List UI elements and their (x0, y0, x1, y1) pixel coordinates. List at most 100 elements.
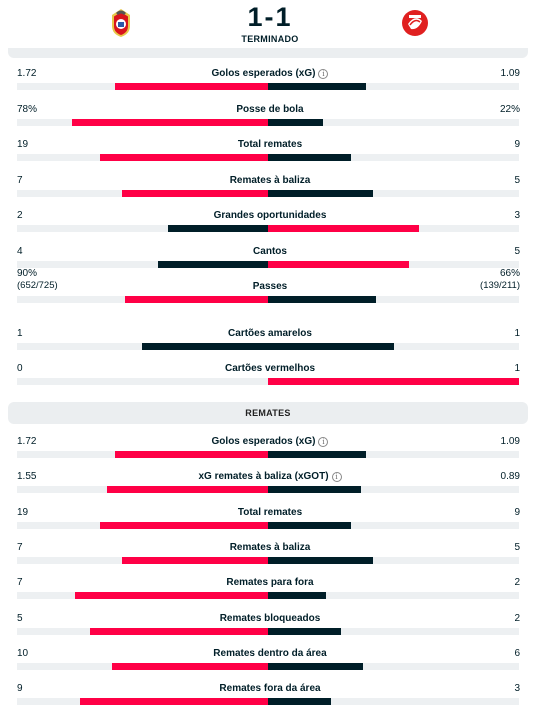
home-bar-track (17, 698, 268, 705)
home-bar (107, 486, 268, 493)
benfica-crest-icon[interactable] (106, 8, 136, 38)
home-bar-track (17, 154, 268, 161)
home-bar (100, 522, 268, 529)
away-value: 66% (139/211) (480, 268, 520, 292)
home-bar (142, 343, 268, 350)
away-value: 2 (514, 577, 520, 589)
home-bar (115, 83, 268, 90)
home-bar-track (17, 628, 268, 635)
away-bar (268, 378, 519, 385)
stat-label-text: Cartões vermelhos (224, 363, 316, 374)
stat-label: Remates dentro da área (120, 648, 420, 660)
home-bar-track (17, 296, 268, 303)
away-value: 5 (514, 542, 520, 554)
stat-label-text: Cartões amarelos (228, 328, 312, 339)
away-bar-track (268, 663, 519, 670)
home-bar (125, 296, 268, 303)
away-stat: 9 (514, 507, 520, 518)
away-stat: 5 (514, 542, 520, 553)
away-bar-track (268, 296, 519, 303)
home-bar-track (17, 592, 268, 599)
away-stat: 1 (514, 363, 520, 374)
home-value: 1 (17, 328, 23, 340)
stat-row: 0 Cartões vermelhos 1 (0, 363, 540, 393)
stat-label: Remates fora da área (120, 683, 420, 695)
home-value: 2 (17, 210, 23, 222)
away-bar-track (268, 119, 519, 126)
away-stat: 9 (514, 139, 520, 150)
home-stat: 19 (17, 507, 29, 518)
away-value: 1.09 (501, 68, 520, 80)
away-bar-track (268, 83, 519, 90)
home-stat: 1 (17, 328, 23, 339)
away-stat: 2 (514, 613, 520, 624)
away-value: 3 (514, 210, 520, 222)
home-bar (112, 663, 268, 670)
away-bar (268, 154, 351, 161)
away-bar-track (268, 225, 519, 232)
home-bar-track (17, 343, 268, 350)
away-bar-track (268, 522, 519, 529)
away-bar (268, 557, 373, 564)
stat-label-text: Remates à baliza (229, 542, 311, 553)
away-stat: 3 (514, 210, 520, 221)
stat-label: Remates para fora (120, 577, 420, 589)
away-bar-track (268, 451, 519, 458)
stat-label-text: Grandes oportunidades (213, 210, 327, 221)
away-stat: 1.09 (500, 68, 520, 79)
stat-label-text: xG remates à baliza (xGOT) (198, 471, 329, 482)
away-bar (268, 628, 341, 635)
stat-row: 7 Remates à baliza 5 (0, 542, 540, 572)
away-bar-track (268, 628, 519, 635)
home-value: 78% (17, 104, 37, 116)
stat-label: Cartões vermelhos (120, 363, 420, 375)
away-bar (268, 261, 409, 268)
info-icon[interactable]: i (331, 472, 342, 482)
home-bar (122, 190, 268, 197)
away-stat: 6 (514, 648, 520, 659)
stat-row: 10 Remates dentro da área 6 (0, 648, 540, 678)
away-stat: 3 (514, 683, 520, 694)
gil-vicente-crest-icon[interactable] (400, 8, 430, 38)
home-stat: 10 (17, 648, 29, 659)
home-bar (100, 154, 268, 161)
away-bar (268, 592, 326, 599)
home-stat: 9 (17, 683, 23, 694)
stat-row: 7 Remates para fora 2 (0, 577, 540, 607)
away-bar-track (268, 190, 519, 197)
home-stat: 2 (17, 210, 23, 221)
away-bar-track (268, 592, 519, 599)
match-status: TERMINADO (241, 34, 299, 44)
home-value: 19 (17, 139, 28, 151)
stat-label-text: Remates para fora (226, 577, 314, 588)
away-bar-track (268, 154, 519, 161)
home-bar-track (17, 378, 268, 385)
info-icon[interactable]: i (318, 69, 329, 79)
home-value: 7 (17, 577, 23, 589)
home-stat: 5 (17, 613, 23, 624)
away-stat: 1.09 (500, 436, 520, 447)
home-bar (75, 592, 268, 599)
stat-label: Cartões amarelos (120, 328, 420, 340)
home-stat: 1.72 (17, 436, 37, 447)
home-stat: 7 (17, 175, 23, 186)
away-value: 1 (514, 363, 520, 375)
home-bar-track (17, 119, 268, 126)
home-value: 90% (652/725) (17, 268, 58, 292)
away-bar-track (268, 378, 519, 385)
away-value: 1.09 (501, 436, 520, 448)
stat-row: 9 Remates fora da área 3 (0, 683, 540, 713)
home-stat: 7 (17, 542, 23, 553)
home-value: 0 (17, 363, 23, 375)
info-icon[interactable]: i (318, 437, 329, 447)
stat-label-text: Remates à baliza (229, 175, 311, 186)
away-value: 5 (514, 246, 520, 258)
home-value: 9 (17, 683, 23, 695)
stat-row: 1.72 Golos esperados (xG) i 1.09 (0, 68, 540, 98)
away-bar (268, 451, 366, 458)
stat-label: Remates bloqueados (120, 613, 420, 625)
away-bar (268, 522, 351, 529)
home-value: 1.55 (17, 471, 36, 483)
away-bar-track (268, 486, 519, 493)
away-value: 3 (514, 683, 520, 695)
